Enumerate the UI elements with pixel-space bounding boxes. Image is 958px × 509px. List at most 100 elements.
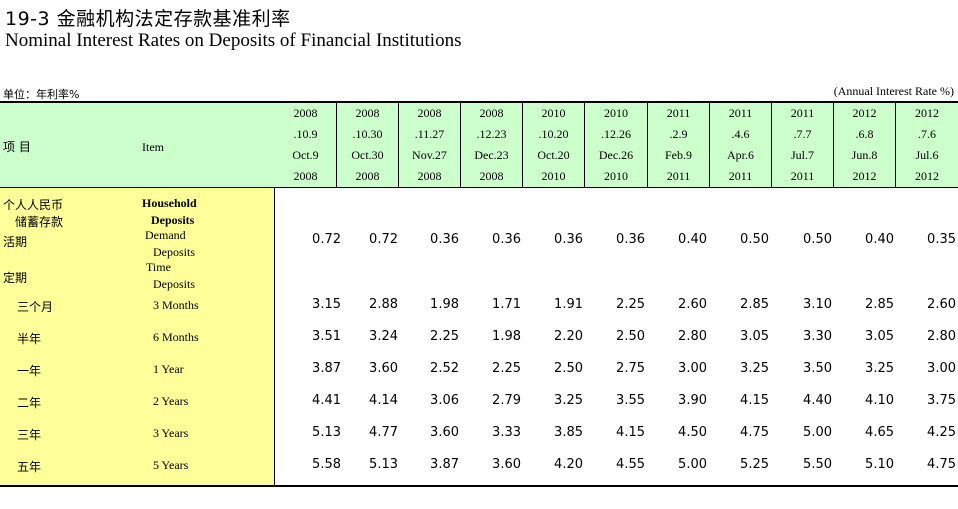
table-cell: 0.36 [492,232,521,247]
header-date-line: .7.7 [793,127,812,141]
table-cell: 4.20 [554,457,583,472]
header-date-line: .2.9 [669,127,688,141]
header-date-line: .11.27 [414,127,445,141]
table-cell: 3.06 [430,393,459,408]
row-label-cn: 活期 [3,235,28,249]
header-date-line: 2011 [728,106,753,120]
table-cell: 4.15 [616,425,645,440]
table-cell: 4.15 [740,393,769,408]
header-date-line: .10.20 [538,127,569,141]
header-date-line: 2012 [852,169,877,183]
header-item-cn: 项 目 [3,140,31,154]
row-label-en: 6 Months [153,330,199,344]
table-cell: 2.88 [369,297,398,312]
label-deposits-en: Deposits [151,213,195,227]
header-date-line: 2008 [293,106,318,120]
header-date-line: .4.6 [731,127,750,141]
table-cell: 3.60 [492,457,521,472]
row-label-cn: 五年 [17,460,42,474]
header-date-line: .10.30 [352,127,383,141]
table-cell: 0.50 [740,232,769,247]
header-date-line: 2010 [541,169,566,183]
header-date-line: 2011 [666,106,691,120]
label-household-en: Household [142,196,197,210]
table-cell: 2.25 [492,361,521,376]
table-cell: 3.00 [678,361,707,376]
table-cell: 3.50 [803,361,832,376]
page-title-en: Nominal Interest Rates on Deposits of Fi… [5,30,462,51]
table-cell: 2.60 [678,297,707,312]
header-date-line: 2008 [417,106,442,120]
table-cell: 5.00 [803,425,832,440]
header-date-line: 2012 [915,169,939,183]
table-cell: 2.20 [554,329,583,344]
table-cell: 5.10 [865,457,894,472]
header-date-line: Oct.30 [351,148,384,162]
table-cell: 0.36 [430,232,459,247]
header-date-column: 2008 .12.23 Dec.23 2008 [461,103,523,187]
header-date-line: 2011 [790,169,815,183]
table-cell: 3.24 [369,329,398,344]
table-cell: 3.75 [927,393,956,408]
header-date-column: 2011 .4.6 Apr.6 2011 [710,103,772,187]
row-label-en: 3 Months [153,298,199,312]
header-date-line: 2010 [541,106,566,120]
header-date-columns: 2008 .10.9 Oct.9 2008 2008 .10.30 Oct.30 2008 20… [275,103,958,188]
row-label-cn: 一年 [17,364,42,378]
row-label-en: 2 Years [153,394,189,408]
table-cell: 3.51 [312,329,341,344]
header-date-line: .7.6 [918,127,936,141]
table-cell: 3.25 [865,361,894,376]
header-date-line: 2008 [355,169,380,183]
table-cell: 3.00 [927,361,956,376]
table-cell: 2.50 [616,329,645,344]
row-label-en: 5 Years [153,458,189,472]
table-cell: 0.36 [616,232,645,247]
header-date-line: Nov.27 [412,148,447,162]
header-date-line: Jul.6 [915,148,939,162]
header-date-line: Apr.6 [727,148,754,162]
table-cell: 2.60 [927,297,956,312]
row-label-cn: 二年 [17,396,42,410]
table-cell: 4.50 [678,425,707,440]
table-cell: 2.25 [616,297,645,312]
header-date-line: .10.9 [293,127,318,141]
unit-label-cn: 单位：年利率% [3,88,80,101]
header-date-line: 2008 [293,169,318,183]
header-date-line: Oct.9 [292,148,319,162]
table-cell: 4.77 [369,425,398,440]
label-time-cn: 定期 [3,271,28,285]
header-date-line: Oct.20 [537,148,570,162]
table-cell: 0.40 [678,232,707,247]
row-label-cn: 半年 [17,332,42,346]
header-date-line: Feb.9 [665,148,692,162]
table-cell: 2.85 [865,297,894,312]
table-cell: 5.13 [312,425,341,440]
table-cell: 4.14 [369,393,398,408]
table-cell: 3.10 [803,297,832,312]
unit-label-en: (Annual Interest Rate %) [833,84,954,98]
label-savings-cn: 储蓄存款 [15,215,64,229]
table-cell: 0.36 [554,232,583,247]
header-date-line: 2012 [915,106,939,120]
header-date-column: 2011 .2.9 Feb.9 2011 [648,103,710,187]
table-cell: 5.00 [678,457,707,472]
header-date-line: Jun.8 [851,148,878,162]
header-date-column: 2012 .6.8 Jun.8 2012 [834,103,896,187]
table-cell: 2.80 [678,329,707,344]
table-cell: 3.33 [492,425,521,440]
table-cell: 5.25 [740,457,769,472]
table-cell: 3.15 [312,297,341,312]
row-label-cn: 三个月 [17,300,54,314]
table-cell: 3.87 [312,361,341,376]
table-cell: 4.41 [312,393,341,408]
table-cell: 3.30 [803,329,832,344]
header-date-line: 2012 [852,106,877,120]
table-cell: 3.60 [369,361,398,376]
table-cell: 0.35 [927,232,956,247]
header-date-line: .6.8 [855,127,874,141]
table-cell: 3.25 [740,361,769,376]
table-cell: 4.65 [865,425,894,440]
table-cell: 0.72 [312,232,341,247]
table-cell: 4.25 [927,425,956,440]
